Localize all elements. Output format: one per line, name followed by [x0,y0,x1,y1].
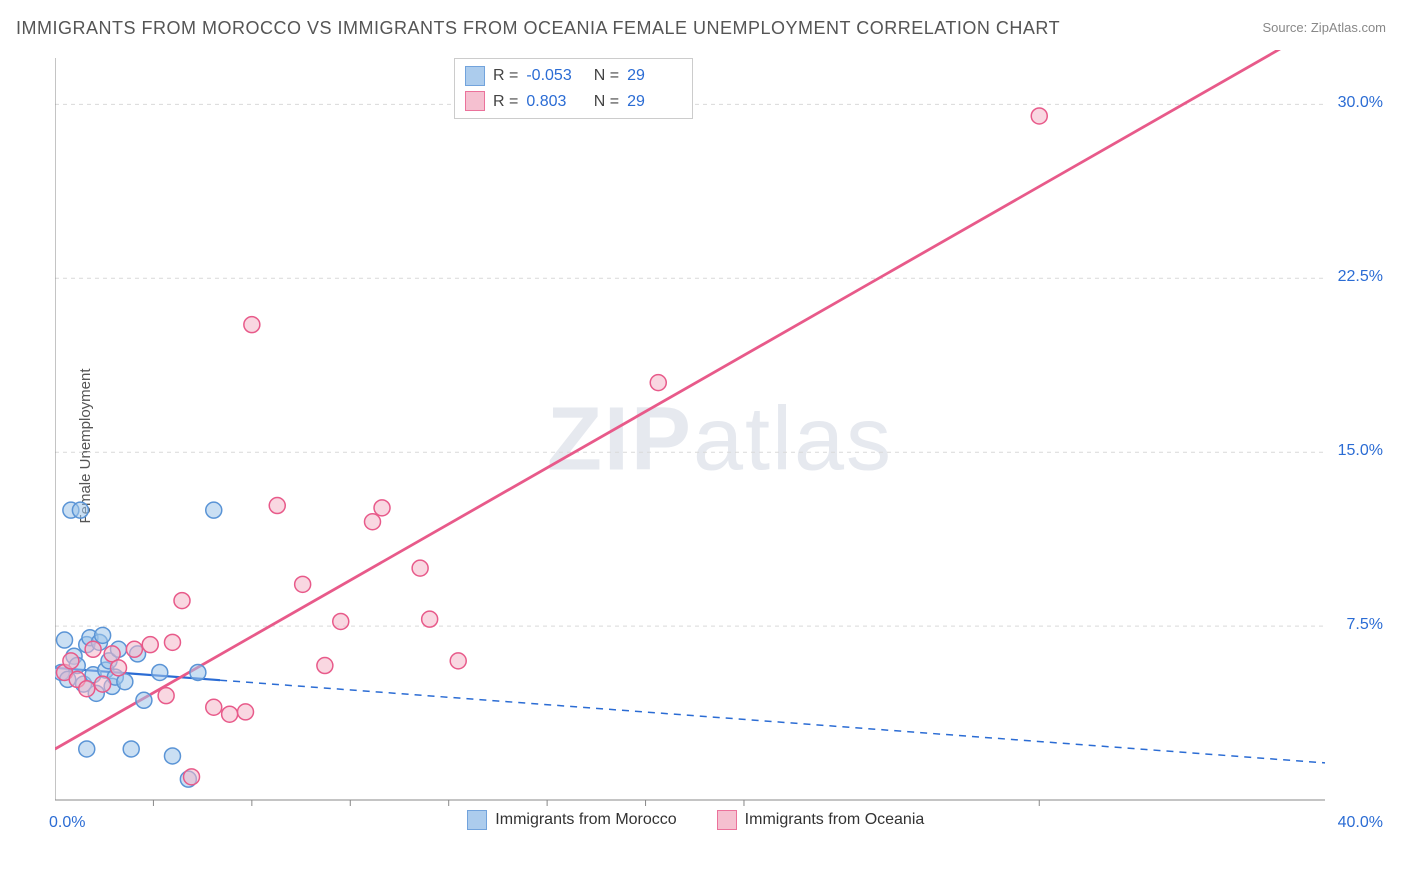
n-value: 29 [627,63,682,89]
scatter-plot-svg [55,50,1385,840]
n-label: N = [589,63,619,89]
legend-swatch [467,810,487,830]
y-tick-label: 30.0% [1338,94,1383,112]
chart-title: IMMIGRANTS FROM MOROCCO VS IMMIGRANTS FR… [16,18,1060,39]
series-legend: Immigrants from Morocco Immigrants from O… [467,810,924,830]
r-value: 0.803 [526,89,581,115]
chart-plot-area: ZIPatlas R =-0.053 N =29R =0.803 N =29 I… [55,50,1385,840]
correlation-legend: R = -0.053 N = 29 R = 0.803 N = 29 [454,58,693,119]
legend-swatch [465,91,485,111]
legend-stat-row: R = -0.053 N = 29 [465,63,682,89]
x-max-label: 40.0% [1338,814,1383,832]
r-value: -0.053 [526,63,581,89]
x-origin-label: 0.0% [49,814,85,832]
legend-swatch [465,66,485,86]
y-tick-label: 7.5% [1347,616,1383,634]
r-label: R = [493,89,518,115]
r-label: R = [493,63,518,89]
series-legend-item: Immigrants from Morocco [467,810,676,830]
source-attribution: Source: ZipAtlas.com [1262,20,1386,35]
series-legend-item: Immigrants from Oceania [717,810,925,830]
n-label: N = [589,89,619,115]
legend-swatch [717,810,737,830]
y-tick-label: 22.5% [1338,268,1383,286]
legend-stat-row: R = 0.803 N = 29 [465,89,682,115]
series-name: Immigrants from Oceania [745,811,925,829]
n-value: 29 [627,89,682,115]
y-tick-label: 15.0% [1338,442,1383,460]
series-name: Immigrants from Morocco [495,811,676,829]
